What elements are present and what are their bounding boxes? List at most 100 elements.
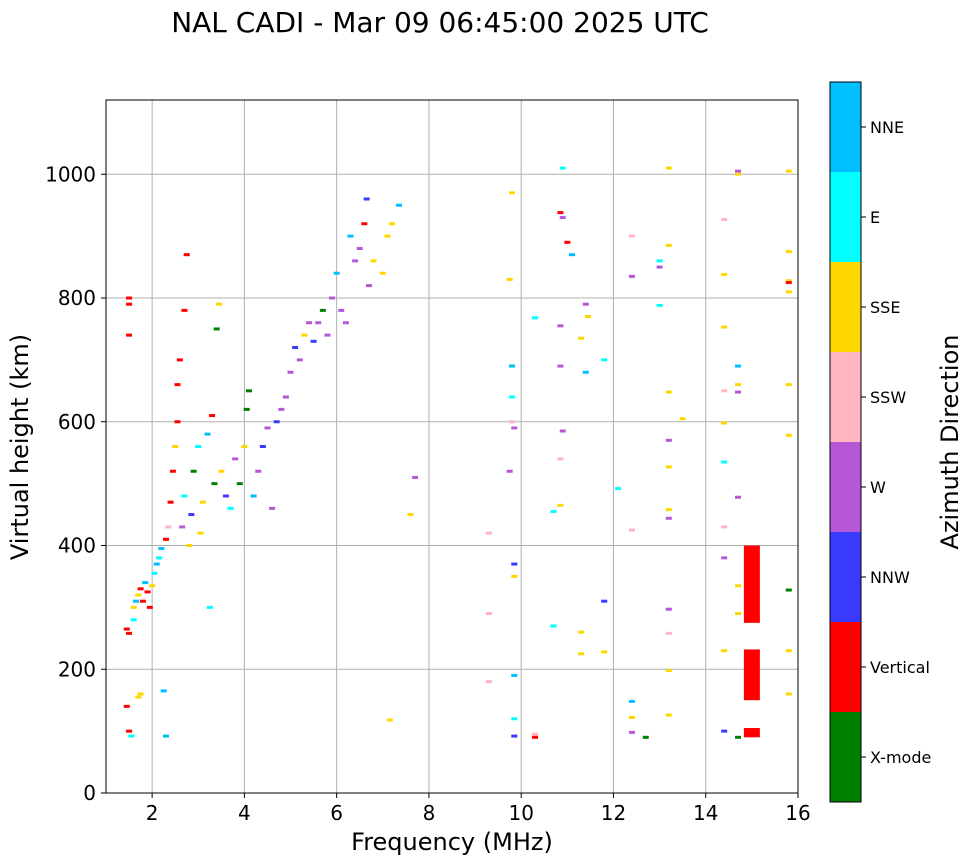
x-tick-label: 10 bbox=[508, 801, 533, 825]
echo-point bbox=[559, 429, 566, 433]
echo-bar bbox=[743, 649, 760, 701]
colorbar-label-w: W bbox=[870, 478, 886, 497]
echo-point bbox=[578, 652, 585, 656]
colorbar-label: Azimuth Direction bbox=[936, 335, 964, 550]
echo-point bbox=[158, 547, 165, 551]
echo-point bbox=[179, 525, 186, 529]
echo-point bbox=[236, 482, 243, 486]
echo-bar bbox=[743, 545, 760, 623]
echo-point bbox=[785, 250, 792, 254]
echo-point bbox=[506, 469, 513, 473]
echo-point bbox=[785, 433, 792, 437]
echo-point bbox=[333, 271, 340, 275]
colorbar-segment bbox=[830, 262, 861, 352]
echo-point bbox=[665, 508, 672, 512]
echo-point bbox=[347, 234, 354, 238]
echo-point bbox=[126, 302, 133, 306]
colorbar-segment bbox=[830, 82, 861, 172]
echo-point bbox=[557, 364, 564, 368]
echo-point bbox=[628, 730, 635, 734]
echo-point bbox=[319, 308, 326, 312]
echo-point bbox=[582, 302, 589, 306]
echo-point bbox=[628, 699, 635, 703]
echo-point bbox=[169, 469, 176, 473]
echo-point bbox=[559, 166, 566, 170]
echo-point bbox=[356, 247, 363, 250]
echo-point bbox=[269, 506, 276, 510]
echo-point bbox=[721, 421, 728, 425]
echo-point bbox=[126, 729, 133, 733]
echo-point bbox=[130, 618, 137, 622]
echo-point bbox=[564, 240, 571, 244]
echo-point bbox=[628, 274, 635, 278]
x-tick-label: 4 bbox=[238, 801, 251, 825]
echo-point bbox=[665, 465, 672, 469]
echo-point bbox=[665, 668, 672, 672]
echo-point bbox=[665, 631, 672, 635]
echo-point bbox=[176, 358, 183, 362]
echo-point bbox=[721, 729, 728, 733]
echo-point bbox=[310, 339, 317, 343]
echo-point bbox=[532, 732, 539, 736]
echo-point bbox=[218, 469, 225, 473]
x-tick-label: 16 bbox=[785, 801, 810, 825]
echo-point bbox=[379, 271, 386, 275]
echo-point bbox=[278, 407, 285, 411]
echo-point bbox=[557, 324, 564, 328]
echo-point bbox=[216, 302, 223, 306]
echo-point bbox=[721, 217, 728, 221]
x-axis-label: Frequency (MHz) bbox=[351, 828, 553, 856]
y-tick-label: 1000 bbox=[45, 162, 96, 186]
echo-point bbox=[146, 605, 153, 609]
echo-point bbox=[352, 259, 359, 263]
echo-point bbox=[153, 562, 160, 566]
echo-point bbox=[137, 587, 144, 591]
echo-point bbox=[365, 284, 372, 288]
echo-point bbox=[132, 599, 139, 603]
echo-point bbox=[735, 364, 742, 368]
echo-point bbox=[785, 692, 792, 696]
echo-point bbox=[165, 525, 172, 529]
echo-point bbox=[721, 325, 728, 329]
echo-point bbox=[301, 333, 308, 337]
echo-point bbox=[126, 333, 133, 337]
echo-point bbox=[578, 336, 585, 340]
echo-point bbox=[241, 445, 248, 448]
colorbar-label-ssw: SSW bbox=[870, 388, 906, 407]
echo-point bbox=[222, 494, 229, 498]
echo-point bbox=[585, 315, 592, 319]
echo-point bbox=[785, 281, 792, 285]
echo-point bbox=[213, 327, 220, 331]
echo-point bbox=[532, 735, 539, 739]
echo-point bbox=[557, 211, 564, 215]
echo-point bbox=[735, 735, 742, 739]
echo-point bbox=[508, 420, 515, 424]
echo-point bbox=[126, 631, 133, 635]
echo-point bbox=[324, 333, 331, 337]
echo-point bbox=[246, 389, 253, 393]
colorbar-segment bbox=[830, 352, 861, 442]
y-tick-label: 800 bbox=[58, 286, 96, 310]
echo-point bbox=[370, 259, 377, 263]
colorbar-segment bbox=[830, 442, 861, 532]
echo-point bbox=[511, 717, 518, 721]
echo-point bbox=[361, 222, 368, 226]
echo-point bbox=[665, 390, 672, 394]
echo-point bbox=[338, 308, 345, 312]
colorbar-label-nnw: NNW bbox=[870, 568, 910, 587]
echo-point bbox=[550, 624, 557, 628]
echo-point bbox=[188, 513, 195, 517]
echo-point bbox=[296, 358, 303, 362]
echo-point bbox=[550, 509, 557, 513]
echo-point bbox=[628, 716, 635, 720]
echo-point bbox=[735, 612, 742, 616]
colorbar: X-mode Vertical NNW W SSW SSE E NNE bbox=[829, 81, 931, 803]
echo-point bbox=[601, 650, 608, 654]
echo-point bbox=[172, 445, 179, 448]
echo-point bbox=[665, 713, 672, 717]
x-tick-label: 8 bbox=[423, 801, 436, 825]
echo-point bbox=[601, 599, 608, 603]
echo-point bbox=[123, 627, 130, 631]
echo-point bbox=[485, 531, 492, 535]
echo-point bbox=[735, 172, 742, 176]
